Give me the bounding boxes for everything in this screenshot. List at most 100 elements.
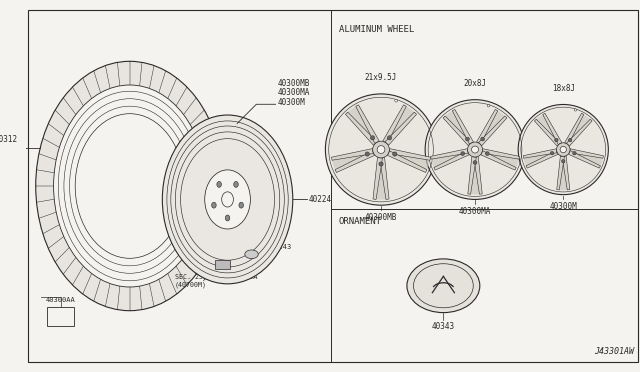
Circle shape [379, 162, 383, 166]
Polygon shape [385, 112, 417, 145]
Polygon shape [374, 158, 387, 200]
Ellipse shape [234, 182, 238, 187]
Ellipse shape [225, 215, 230, 221]
Polygon shape [543, 113, 562, 145]
Polygon shape [385, 106, 415, 144]
Polygon shape [477, 109, 498, 144]
Polygon shape [566, 119, 592, 146]
Circle shape [555, 138, 558, 142]
Polygon shape [431, 151, 468, 169]
Polygon shape [346, 112, 377, 145]
Polygon shape [566, 114, 591, 145]
Polygon shape [444, 110, 472, 144]
Text: 40300MA: 40300MA [459, 207, 492, 216]
Polygon shape [526, 151, 558, 168]
Polygon shape [388, 149, 431, 160]
Polygon shape [482, 149, 520, 159]
Polygon shape [474, 157, 482, 194]
Circle shape [377, 146, 385, 153]
Polygon shape [347, 106, 377, 144]
Text: (40700M): (40700M) [175, 282, 207, 288]
Polygon shape [557, 156, 564, 190]
Polygon shape [524, 151, 557, 167]
Polygon shape [534, 119, 560, 146]
Circle shape [461, 152, 465, 155]
Bar [47, 307, 74, 326]
Text: 20x8J: 20x8J [463, 79, 486, 88]
Polygon shape [387, 151, 427, 173]
Circle shape [561, 160, 565, 163]
Circle shape [518, 105, 609, 195]
Text: 21x9.5J: 21x9.5J [365, 73, 397, 83]
Circle shape [568, 138, 572, 142]
Circle shape [481, 137, 484, 141]
Ellipse shape [221, 192, 234, 207]
Circle shape [325, 94, 436, 205]
Circle shape [557, 143, 570, 156]
Polygon shape [481, 151, 516, 170]
Polygon shape [564, 113, 584, 145]
Ellipse shape [76, 114, 184, 258]
Polygon shape [536, 114, 560, 145]
Circle shape [465, 137, 469, 141]
Circle shape [573, 151, 576, 155]
Circle shape [487, 105, 490, 107]
Text: SEC. 253: SEC. 253 [175, 274, 207, 280]
Polygon shape [469, 157, 481, 195]
Circle shape [371, 136, 374, 140]
Polygon shape [562, 156, 570, 190]
Circle shape [393, 152, 397, 156]
Circle shape [425, 100, 525, 199]
Text: 40300MB: 40300MB [277, 78, 310, 88]
Polygon shape [356, 105, 380, 144]
Polygon shape [431, 149, 468, 159]
Text: ALUMINUM WHEEL: ALUMINUM WHEEL [339, 25, 414, 34]
Ellipse shape [407, 259, 480, 312]
Text: 40300A: 40300A [232, 275, 258, 280]
Text: 18x8J: 18x8J [552, 84, 575, 93]
Circle shape [395, 99, 397, 102]
Circle shape [560, 147, 566, 153]
FancyBboxPatch shape [215, 260, 230, 269]
Text: 40300M: 40300M [277, 98, 305, 107]
Polygon shape [335, 151, 374, 173]
Ellipse shape [54, 85, 206, 287]
Text: J43301AW: J43301AW [595, 347, 634, 356]
Text: 40300MA: 40300MA [277, 88, 310, 97]
Circle shape [387, 136, 392, 140]
Circle shape [468, 142, 483, 157]
Circle shape [365, 152, 369, 156]
Text: 40312: 40312 [0, 135, 17, 144]
Circle shape [574, 109, 577, 111]
Polygon shape [443, 116, 472, 146]
Polygon shape [434, 151, 469, 170]
Text: ORNAMENT: ORNAMENT [339, 217, 382, 226]
Text: 40300M: 40300M [549, 202, 577, 211]
Polygon shape [570, 149, 604, 158]
Text: 40300MB: 40300MB [365, 213, 397, 222]
Polygon shape [452, 109, 474, 144]
Circle shape [472, 146, 479, 153]
Ellipse shape [217, 182, 221, 187]
Polygon shape [568, 151, 600, 168]
Ellipse shape [239, 202, 243, 208]
Polygon shape [523, 149, 557, 158]
Text: 40343: 40343 [271, 244, 292, 250]
Circle shape [473, 161, 477, 164]
Polygon shape [479, 116, 507, 146]
Text: 40343: 40343 [432, 322, 455, 331]
Polygon shape [373, 157, 383, 199]
Polygon shape [468, 157, 476, 194]
Text: 40224: 40224 [309, 195, 332, 204]
Text: 40300AA: 40300AA [45, 297, 75, 303]
Ellipse shape [36, 61, 224, 311]
Polygon shape [332, 149, 373, 160]
Circle shape [486, 152, 489, 155]
Polygon shape [388, 151, 430, 171]
Polygon shape [332, 151, 374, 171]
Ellipse shape [163, 115, 292, 284]
Polygon shape [383, 105, 406, 144]
Circle shape [550, 151, 554, 155]
Ellipse shape [245, 250, 259, 259]
Polygon shape [482, 151, 519, 169]
